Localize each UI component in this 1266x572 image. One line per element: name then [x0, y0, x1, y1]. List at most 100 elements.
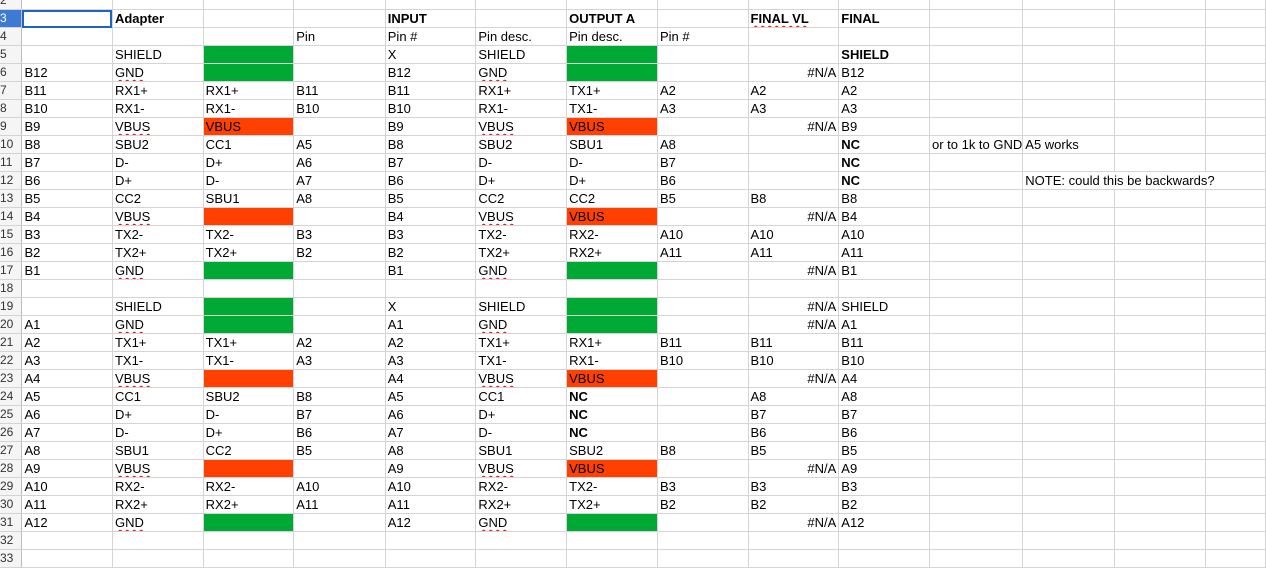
cell[interactable]: TX1- — [566, 99, 658, 118]
cell[interactable]: RX1- — [566, 351, 658, 370]
row-header[interactable]: 4 — [0, 27, 23, 46]
cell[interactable]: A9 — [838, 459, 930, 478]
cell[interactable] — [203, 531, 295, 550]
cell[interactable] — [1114, 117, 1207, 136]
cell[interactable] — [929, 261, 1024, 280]
cell[interactable]: TX2+ — [203, 243, 295, 262]
cell[interactable]: RX2- — [203, 477, 295, 496]
cell[interactable] — [929, 513, 1024, 532]
cell[interactable]: GND — [112, 513, 204, 532]
cell[interactable]: B3 — [748, 477, 840, 496]
cell[interactable]: CC2 — [475, 189, 568, 208]
cell[interactable]: VBUS — [112, 117, 204, 136]
cell[interactable]: B2 — [657, 495, 749, 514]
cell[interactable]: A8 — [21, 441, 113, 460]
cell[interactable]: A1 — [21, 315, 113, 334]
cell[interactable]: B5 — [293, 441, 386, 460]
cell[interactable] — [1022, 189, 1116, 208]
cell[interactable]: A12 — [21, 513, 113, 532]
cell[interactable]: GND — [475, 63, 568, 82]
row-header[interactable]: 29 — [0, 477, 23, 496]
cell[interactable] — [1022, 225, 1116, 244]
cell[interactable]: B10 — [748, 351, 840, 370]
cell[interactable]: #N/A — [748, 261, 840, 280]
cell[interactable] — [203, 297, 295, 316]
cell[interactable] — [657, 423, 749, 442]
cell[interactable]: #N/A — [748, 513, 840, 532]
cell[interactable]: CC1 — [112, 387, 204, 406]
cell[interactable] — [1205, 423, 1266, 442]
cell[interactable]: A3 — [21, 351, 113, 370]
cell[interactable] — [1114, 531, 1207, 550]
cell[interactable]: A4 — [385, 369, 477, 388]
row-header[interactable]: 10 — [0, 135, 23, 154]
cell[interactable] — [657, 9, 749, 28]
cell[interactable]: VBUS — [475, 459, 568, 478]
cell[interactable]: A11 — [838, 243, 930, 262]
cell[interactable]: SHIELD — [475, 45, 568, 64]
row-header[interactable]: 21 — [0, 333, 23, 352]
row-header[interactable]: 11 — [0, 153, 23, 172]
cell[interactable] — [1022, 81, 1116, 100]
cell[interactable] — [475, 0, 568, 10]
cell[interactable]: D+ — [203, 153, 295, 172]
cell[interactable] — [203, 315, 295, 334]
cell[interactable]: B6 — [21, 171, 113, 190]
cell[interactable] — [929, 531, 1024, 550]
cell[interactable]: B7 — [657, 153, 749, 172]
cell[interactable]: D- — [566, 153, 658, 172]
cell[interactable] — [566, 45, 658, 64]
cell[interactable]: A10 — [21, 477, 113, 496]
cell[interactable] — [657, 63, 749, 82]
cell[interactable]: B10 — [21, 99, 113, 118]
cell[interactable]: Pin # — [385, 27, 477, 46]
cell[interactable] — [657, 405, 749, 424]
cell[interactable]: A6 — [293, 153, 386, 172]
row-header[interactable]: 31 — [0, 513, 23, 532]
cell[interactable] — [293, 45, 386, 64]
cell[interactable] — [929, 315, 1024, 334]
cell[interactable]: D+ — [475, 171, 568, 190]
cell[interactable]: B8 — [293, 387, 386, 406]
cell[interactable] — [112, 531, 204, 550]
row-header[interactable]: 9 — [0, 117, 23, 136]
cell[interactable]: A3 — [748, 99, 840, 118]
cell[interactable] — [929, 423, 1024, 442]
cell[interactable] — [1205, 27, 1266, 46]
cell[interactable] — [112, 27, 204, 46]
cell[interactable] — [1205, 297, 1266, 316]
row-header[interactable]: 23 — [0, 369, 23, 388]
cell[interactable]: RX1+ — [112, 81, 204, 100]
cell[interactable]: D- — [475, 153, 568, 172]
cell[interactable]: GND — [475, 315, 568, 334]
cell[interactable]: B9 — [385, 117, 477, 136]
cell[interactable] — [293, 315, 386, 334]
cell[interactable]: #N/A — [748, 297, 840, 316]
cell[interactable] — [929, 63, 1024, 82]
row-header[interactable]: 20 — [0, 315, 23, 334]
cell[interactable] — [566, 297, 658, 316]
cell[interactable]: A5 — [21, 387, 113, 406]
cell[interactable]: A5 — [293, 135, 386, 154]
row-header[interactable]: 32 — [0, 531, 23, 550]
cell[interactable] — [566, 0, 658, 10]
cell[interactable] — [1114, 135, 1207, 154]
cell[interactable] — [21, 549, 113, 568]
cell[interactable] — [657, 387, 749, 406]
cell[interactable]: A7 — [385, 423, 477, 442]
cell[interactable] — [1114, 0, 1207, 10]
cell[interactable]: B4 — [21, 207, 113, 226]
cell[interactable]: VBUS — [475, 369, 568, 388]
cell[interactable]: A3 — [385, 351, 477, 370]
cell[interactable]: TX1+ — [112, 333, 204, 352]
cell[interactable] — [1205, 315, 1266, 334]
cell[interactable] — [929, 477, 1024, 496]
cell[interactable]: RX1- — [475, 99, 568, 118]
cell[interactable] — [838, 549, 930, 568]
cell[interactable] — [1205, 477, 1266, 496]
cell[interactable]: B12 — [21, 63, 113, 82]
cell[interactable] — [203, 459, 295, 478]
cell[interactable]: A1 — [385, 315, 477, 334]
cell[interactable]: B1 — [385, 261, 477, 280]
cell[interactable]: A2 — [385, 333, 477, 352]
